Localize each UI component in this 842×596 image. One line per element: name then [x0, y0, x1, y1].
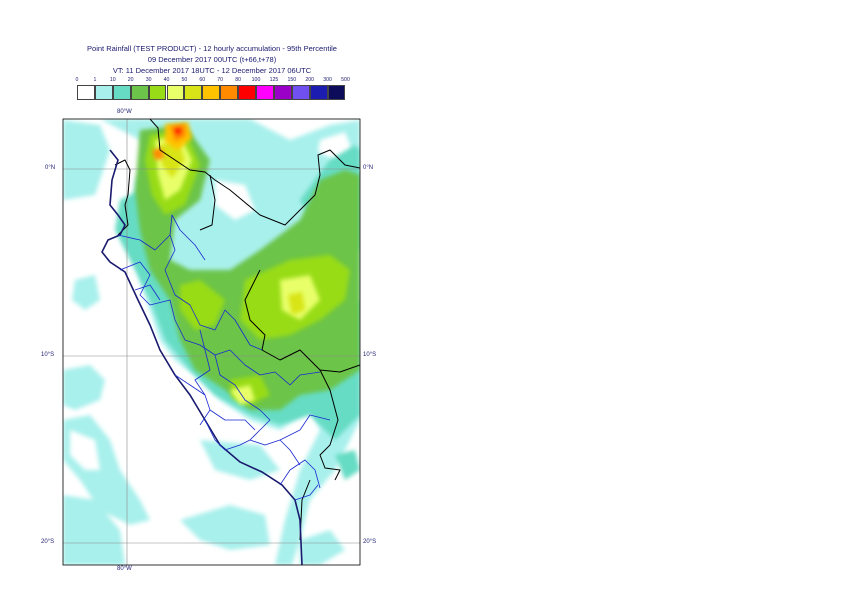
- legend-swatch: [238, 85, 256, 100]
- lat-label-left-0: 0°N: [45, 165, 56, 171]
- legend-swatch: [130, 85, 149, 100]
- rain-band-20-30: [135, 125, 360, 410]
- legend-label: 150: [287, 77, 297, 83]
- legend-swatch: [166, 85, 185, 100]
- title-line-2: 09 December 2017 00UTC (t+66,t+78): [147, 55, 277, 64]
- legend-label: 20: [127, 77, 134, 83]
- title-line-1: Point Rainfall (TEST PRODUCT) - 12 hourl…: [87, 44, 337, 53]
- lon-label-top: 80°W: [117, 109, 132, 115]
- dry-patches: [70, 132, 352, 520]
- coastline: [101, 149, 303, 565]
- lat-label-right-0: 0°N: [363, 165, 374, 171]
- rain-band-50-60: [160, 140, 305, 315]
- graticule: [63, 119, 360, 565]
- legend-label: 70: [217, 77, 224, 83]
- legend-label: 50: [181, 77, 188, 83]
- legend-swatch: [291, 85, 310, 100]
- legend-swatch: [94, 85, 113, 100]
- legend-label: 60: [199, 77, 206, 83]
- lon-label-bottom: 80°W: [117, 566, 132, 572]
- rain-core: [152, 122, 192, 160]
- legend-swatch: [327, 85, 346, 100]
- lat-label-right-10: 10°S: [363, 352, 377, 358]
- legend-swatch: [309, 85, 328, 100]
- lat-label-left-20: 20°S: [41, 539, 55, 545]
- legend-swatch: [202, 85, 221, 100]
- lat-label-left-10: 10°S: [41, 352, 55, 358]
- legend-label: 0: [75, 77, 79, 83]
- legend-swatch: [256, 85, 274, 100]
- title-line-3: VT: 11 December 2017 18UTC - 12 December…: [112, 66, 312, 75]
- legend-label: 40: [163, 77, 170, 83]
- legend-label: 10: [109, 77, 116, 83]
- legend-label: 80: [235, 77, 241, 83]
- map-frame: [62, 118, 361, 566]
- lat-label-right-20: 20°S: [363, 539, 377, 545]
- legend-swatch: [112, 85, 131, 100]
- legend-label: 500: [341, 77, 350, 83]
- legend-swatch: [184, 85, 203, 100]
- region-borders: [117, 214, 331, 501]
- legend-label: 200: [305, 77, 315, 83]
- legend-swatch: [77, 85, 95, 100]
- legend-swatch: [148, 85, 167, 100]
- legend-swatch: [220, 85, 239, 100]
- legend-label: 100: [251, 77, 261, 83]
- legend-label: 125: [269, 77, 279, 83]
- legend-swatch: [273, 85, 292, 100]
- legend-label: 1: [93, 77, 97, 83]
- legend-label: 30: [145, 77, 152, 83]
- legend-label: 300: [323, 77, 332, 83]
